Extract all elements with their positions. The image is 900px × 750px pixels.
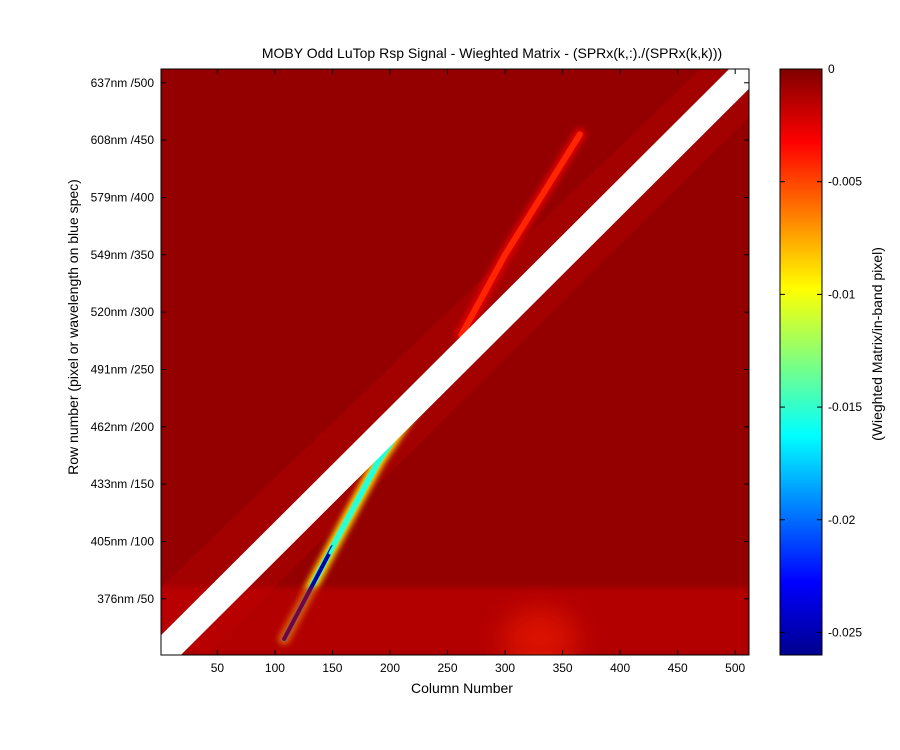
feature-upper-streak-mid [458, 131, 583, 339]
y-tick-label: 433nm /150 [91, 477, 155, 491]
y-tick-label: 376nm /50 [97, 592, 154, 606]
x-tick-label: 50 [211, 661, 225, 675]
x-tick-label: 200 [380, 661, 400, 675]
colorbar-tick-label: -0.02 [828, 513, 856, 527]
x-tick-label: 300 [495, 661, 515, 675]
colorbar-axis: 0 -0.005 -0.01 -0.015 -0.02 -0.025 [780, 62, 862, 639]
colorbar [779, 68, 823, 656]
y-tick-label: 608nm /450 [91, 133, 155, 147]
feature-lower-streak-cyan [328, 505, 357, 555]
y-tick-label: 637nm /500 [91, 76, 155, 90]
plot-frame [160, 68, 750, 656]
x-axis-label: Column Number [411, 680, 513, 696]
x-tick-label: 450 [668, 661, 688, 675]
feature-bottom-band [161, 587, 749, 655]
y-tick-label: 549nm /350 [91, 248, 155, 262]
x-tick-label: 500 [725, 661, 745, 675]
y-tick-label: 405nm /100 [91, 534, 155, 548]
x-tick-label: 250 [438, 661, 458, 675]
y-tick-label: 491nm /250 [91, 362, 155, 376]
plot-area [161, 69, 749, 655]
colorbar-tick-label: -0.015 [828, 400, 862, 414]
x-tick-label: 400 [610, 661, 630, 675]
y-tick-label: 462nm /200 [91, 420, 155, 434]
diagonal-mask-band [161, 69, 749, 655]
x-axis: 50 100 150 200 250 300 350 400 450 500 [211, 69, 746, 675]
colorbar-tick-label: 0 [828, 62, 835, 76]
x-tick-label: 350 [553, 661, 573, 675]
chart-title: MOBY Odd LuTop Rsp Signal - Wieghted Mat… [262, 45, 722, 61]
x-tick-label: 150 [322, 661, 342, 675]
x-tick-label: 100 [265, 661, 285, 675]
colorbar-tick-label: -0.005 [828, 175, 862, 189]
colorbar-tick-label: -0.01 [828, 287, 856, 301]
y-tick-label: 579nm /400 [91, 190, 155, 204]
colorbar-tick-label: -0.025 [828, 625, 862, 639]
y-tick-label: 520nm /300 [91, 305, 155, 319]
y-axis-label: Row number (pixel or wavelength on blue … [65, 179, 81, 475]
colorbar-label: (Wieghted Matrix/in-band pixel) [869, 247, 885, 441]
y-axis: 376nm /50 405nm /100 433nm /150 462nm /200 4… [91, 76, 749, 606]
